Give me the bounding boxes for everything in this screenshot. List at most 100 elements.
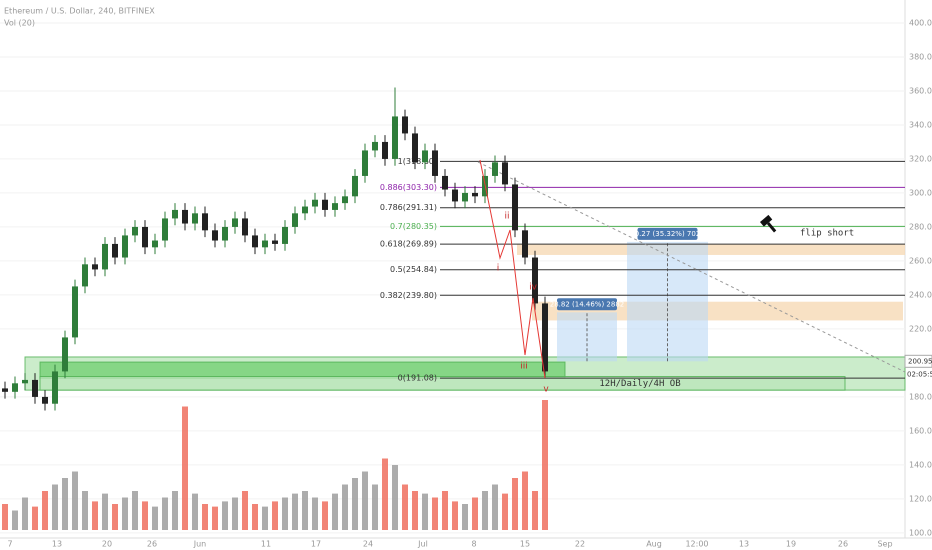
volume-bar (272, 501, 278, 530)
y-tick-label: 240.00 (909, 290, 932, 299)
volume-bar (92, 501, 98, 530)
fib-label: 0.382(239.80) (380, 291, 437, 300)
zone (517, 243, 905, 255)
candle-body (422, 150, 428, 163)
volume-bar (232, 497, 238, 530)
y-tick-label: 320.00 (909, 154, 932, 163)
candle-body (432, 150, 438, 176)
measure-box (627, 241, 708, 362)
candle-body (522, 230, 528, 258)
y-tick-label: 260.00 (909, 256, 932, 265)
candle-body (62, 337, 68, 372)
candle-body (262, 240, 268, 248)
y-tick-label: 140.00 (909, 460, 932, 469)
volume-bar (522, 471, 528, 530)
volume-bar (32, 506, 38, 530)
candle-body (32, 379, 38, 397)
measure-label-bg (557, 298, 617, 311)
wave-label: iv (529, 283, 538, 293)
y-tick-label: 400.00 (909, 18, 932, 27)
candle-body (392, 116, 398, 159)
x-tick-label: 20 (102, 540, 112, 549)
volume-bar (372, 484, 378, 530)
volume-bar (152, 506, 158, 530)
chart-title: Ethereum / U.S. Dollar, 240, BITFINEX (4, 7, 155, 16)
x-tick-label: 7 (7, 540, 12, 549)
candle-body (182, 209, 188, 224)
candle-body (462, 192, 468, 202)
volume-bar (62, 478, 68, 530)
candle-body (172, 209, 178, 219)
volume-bar (542, 400, 548, 530)
y-tick-label: 360.00 (909, 86, 932, 95)
candle-body (212, 230, 218, 241)
y-tick-label: 100.00 (909, 528, 932, 537)
candle-body (312, 199, 318, 207)
volume-bar (462, 504, 468, 530)
trend-line (477, 161, 906, 373)
candle-body (42, 396, 48, 404)
candle-body (292, 213, 298, 227)
volume-bar (212, 506, 218, 530)
volume-bar (472, 497, 478, 530)
y-tick-label: 300.00 (909, 188, 932, 197)
x-tick-label: 13 (52, 540, 62, 549)
candle-body (192, 213, 198, 224)
volume-bar (442, 491, 448, 530)
volume-bar (42, 491, 48, 530)
volume-bar (22, 497, 28, 530)
volume-bar (352, 478, 358, 530)
volume-bar (432, 497, 438, 530)
y-tick-label: 160.00 (909, 426, 932, 435)
fib-label: 0.618(269.89) (380, 240, 437, 249)
candle-body (492, 162, 498, 176)
fib-label: 0.886(303.30) (380, 183, 437, 192)
candle-body (142, 226, 148, 248)
volume-bar (282, 497, 288, 530)
x-tick-label: 15 (520, 540, 530, 549)
candle-body (242, 218, 248, 236)
zone-label: 12H/Daily/4H OB (599, 379, 680, 389)
measure-label: 28.82 (14.46%) 2882 (550, 300, 624, 308)
candle-body (252, 235, 258, 248)
zone (39, 361, 566, 379)
candle-body (72, 286, 78, 338)
volume-bar (322, 501, 328, 530)
volume-bar (252, 504, 258, 530)
candle-body (402, 116, 408, 134)
candle-body (272, 240, 278, 244)
fib-label: 0.786(291.31) (380, 203, 437, 212)
candle-body (472, 192, 478, 197)
measure-label: 70.27 (35.32%) 7027 (630, 230, 704, 238)
volume-bar (392, 465, 398, 530)
candle-body (202, 213, 208, 231)
x-tick-label: 22 (575, 540, 585, 549)
x-tick-label: Sep (877, 540, 892, 549)
candle-body (302, 206, 308, 214)
zone (39, 376, 846, 391)
candle-body (372, 141, 378, 151)
x-tick-label: Jul (417, 540, 428, 549)
volume-bar (82, 491, 88, 530)
candle-body (222, 226, 228, 241)
volume-bar (402, 484, 408, 530)
candle-body (2, 388, 8, 392)
plot: 400.00 380.00 360.00 340.00 320.00 300.00 280.… (0, 18, 932, 549)
price-label: 200.95 (908, 357, 932, 365)
measure-label-bg (637, 227, 698, 240)
x-tick-label: 8 (471, 540, 476, 549)
volume-bar (72, 471, 78, 530)
candle-body (452, 189, 458, 202)
candle-body (532, 257, 538, 304)
x-tick-label: 11 (261, 540, 271, 549)
hammer-icon (760, 214, 777, 233)
volume-bar (512, 478, 518, 530)
volume-bar (112, 504, 118, 530)
volume-bar (412, 491, 418, 530)
volume-label: Vol (20) (4, 19, 35, 28)
volume-bar (482, 491, 488, 530)
candle-body (232, 218, 238, 227)
wave-line (479, 159, 546, 379)
wave-label: i (497, 264, 500, 274)
